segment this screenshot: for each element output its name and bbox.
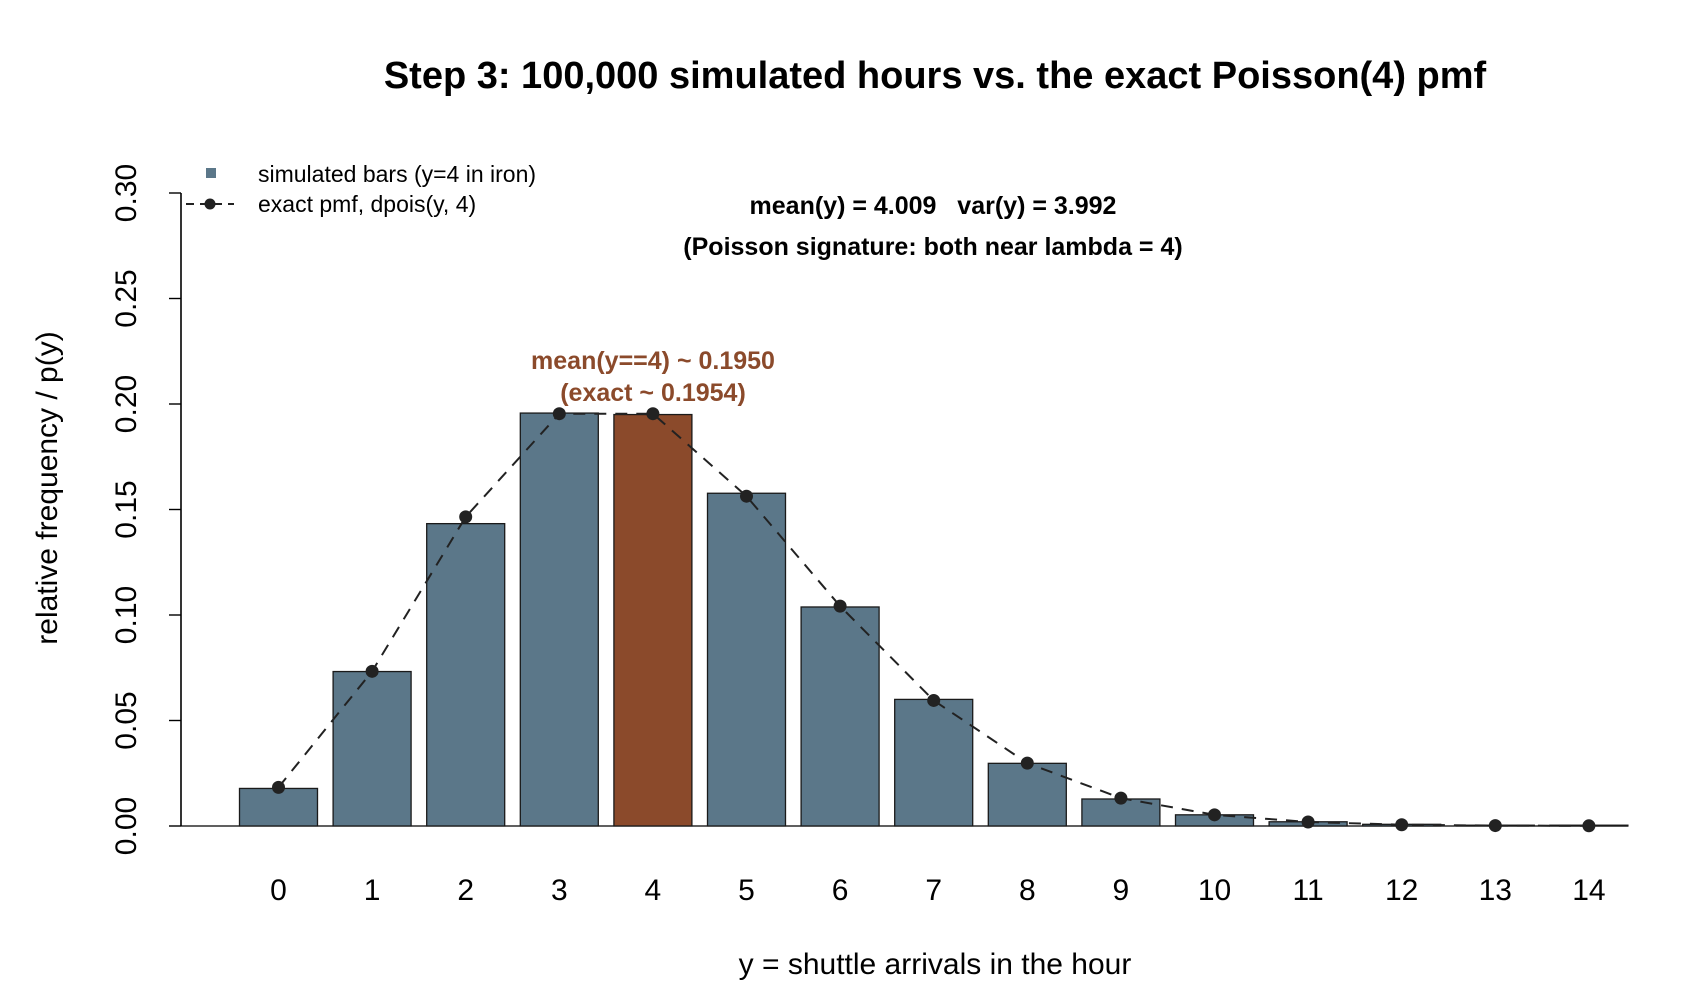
pmf-point: [1208, 808, 1221, 822]
x-tick-label: 12: [1385, 874, 1418, 907]
x-tick-label: 14: [1572, 874, 1605, 907]
bar: [238, 787, 319, 827]
legend-line-label: exact pmf, dpois(y, 4): [258, 191, 476, 217]
x-tick-label: 10: [1198, 874, 1231, 907]
pmf-point: [1020, 756, 1034, 770]
pmf-series-line: [277, 412, 1589, 827]
x-tick-label: 7: [925, 874, 942, 907]
pmf-point: [365, 664, 379, 678]
legend-bar-swatch: [206, 168, 216, 178]
legend: simulated bars (y=4 in iron) exact pmf, …: [186, 161, 536, 217]
pmf-point: [1582, 819, 1596, 833]
bar: [800, 606, 880, 827]
y-tick-label: 0.30: [110, 164, 143, 222]
pmf-point: [272, 780, 285, 794]
pmf-point: [1488, 819, 1502, 833]
pmf-point: [552, 407, 566, 421]
bar: [894, 698, 974, 827]
bar: [519, 412, 599, 827]
x-tick-label: 3: [551, 874, 568, 907]
y-tick-label: 0.00: [110, 797, 143, 855]
y-tick-label: 0.15: [110, 480, 143, 538]
bar: [706, 492, 787, 827]
y-tick-label: 0.10: [110, 586, 143, 644]
x-tick-label: 5: [738, 874, 755, 907]
pmf-line: [272, 407, 1596, 833]
pmf-point: [459, 510, 473, 524]
chart-title: Step 3: 100,000 simulated hours vs. the …: [384, 55, 1487, 97]
legend-bar-label: simulated bars (y=4 in iron): [258, 161, 536, 187]
x-tick-label: 0: [270, 874, 287, 907]
bar: [426, 522, 506, 827]
x-tick-label: 11: [1293, 874, 1324, 907]
y-tick-label: 0.05: [110, 691, 143, 749]
x-tick-label: 8: [1019, 874, 1036, 907]
pmf-point: [740, 489, 753, 503]
bar-highlighted: [613, 413, 693, 827]
pmf-point: [1395, 818, 1409, 832]
bar: [332, 670, 412, 827]
x-ticks: 0 1 2 3 4 5 6 7 8 9 10 11 12 13 14: [270, 874, 1605, 907]
x-tick-label: 13: [1479, 874, 1512, 907]
stats-note: (Poisson signature: both near lambda = 4…: [683, 233, 1182, 261]
pmf-point: [927, 693, 941, 707]
y-tick-label: 0.25: [110, 269, 143, 327]
pmf-point: [646, 407, 660, 421]
y-tick-label: 0.20: [110, 375, 143, 433]
x-axis-label: y = shuttle arrivals in the hour: [739, 948, 1132, 981]
x-tick-label: 2: [457, 874, 474, 907]
x-tick-label: 1: [364, 874, 381, 907]
bar: [987, 762, 1067, 827]
legend-line-marker: [204, 198, 216, 210]
y-ticks: 0.00 0.05 0.10 0.15 0.20 0.25 0.30: [110, 164, 181, 855]
pmf-point: [1114, 791, 1128, 805]
x-tick-label: 6: [832, 874, 849, 907]
stats-annotation: mean(y) = 4.009 var(y) = 3.992: [750, 192, 1117, 220]
pmf-point: [1301, 815, 1315, 829]
x-tick-label: 9: [1113, 874, 1130, 907]
highlight-exact-note: (exact ~ 0.1954): [560, 379, 746, 407]
x-tick-label: 4: [645, 874, 662, 907]
highlight-annotation: mean(y==4) ~ 0.1950: [531, 347, 775, 375]
bars: [238, 412, 1629, 827]
y-axis-label: relative frequency / p(y): [31, 331, 64, 644]
pmf-point: [833, 599, 847, 613]
